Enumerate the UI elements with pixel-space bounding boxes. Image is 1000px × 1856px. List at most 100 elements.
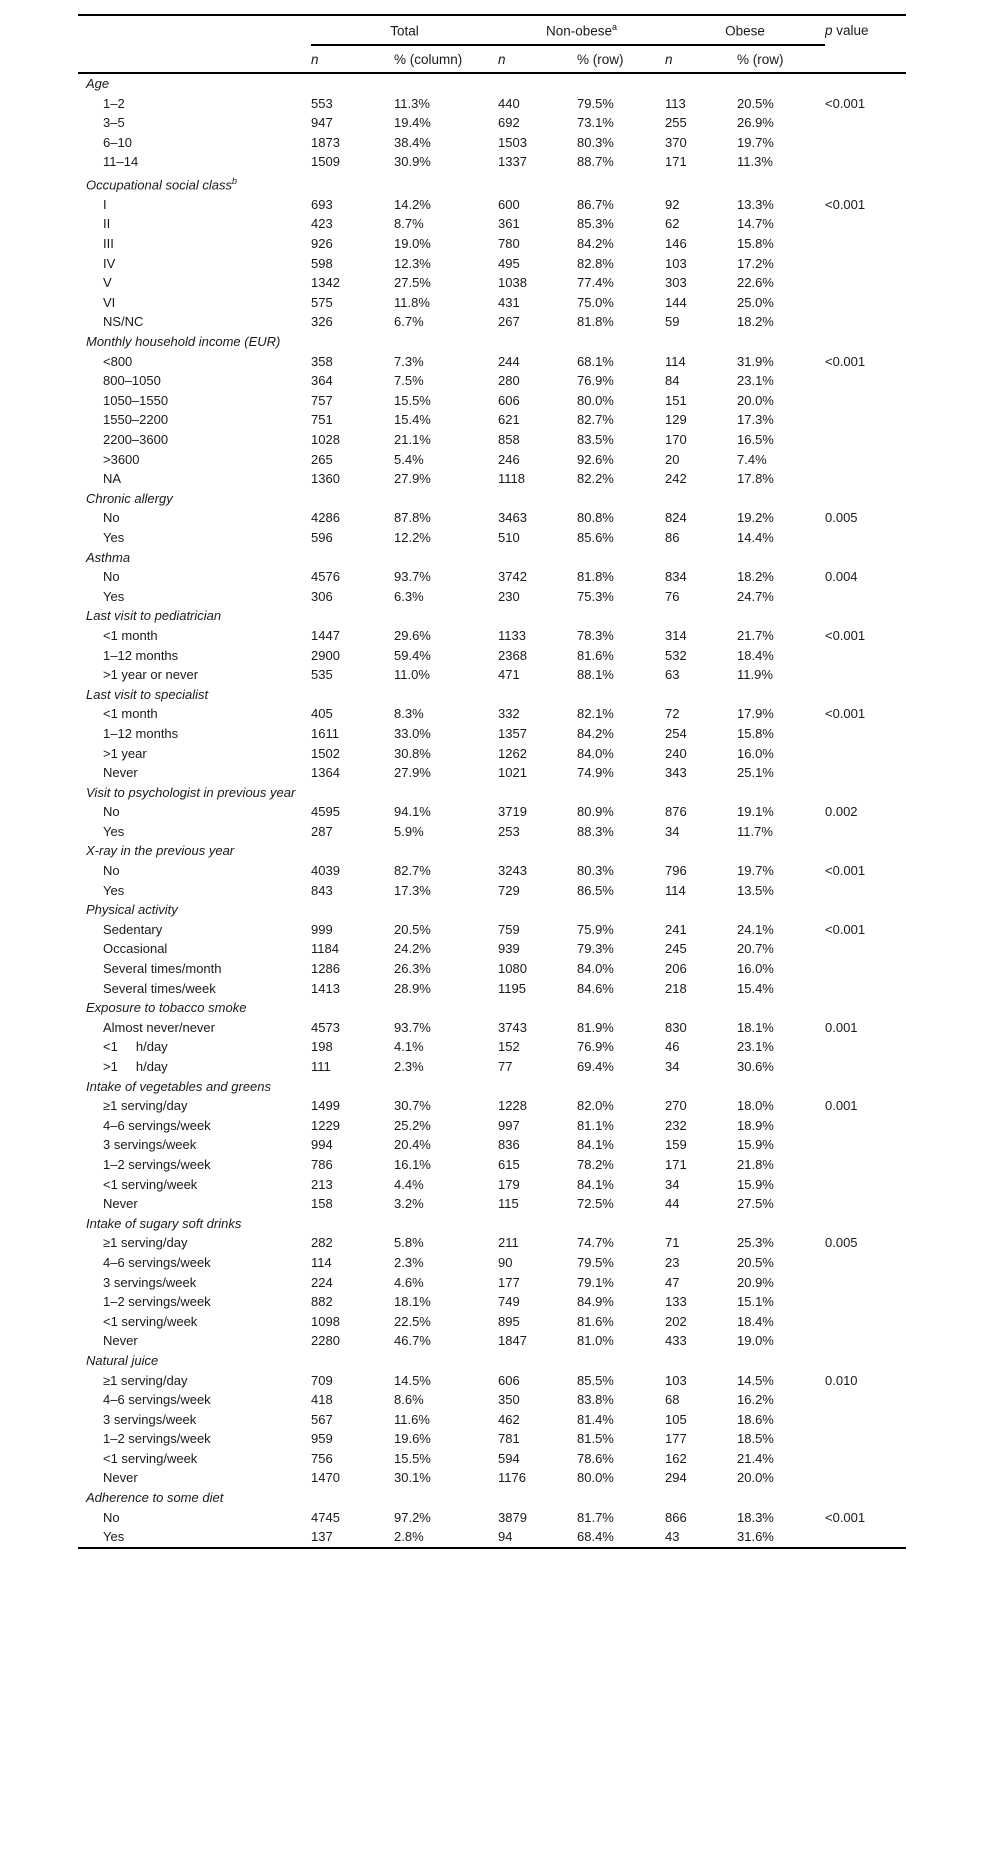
p-value-cell [825,881,906,901]
group-label-total: Total [390,23,419,39]
data-row: 1–2 servings/week 786 16.1% 615 78.2% 171 21.8… [78,1155,906,1175]
row-label-cell: II [103,216,111,232]
nonobese-pct-cell: 76.9% [577,1039,614,1055]
nonobese-pct-cell: 79.5% [577,1254,614,1270]
p-value-cell [825,293,906,313]
nonobese-pct-cell: 86.5% [577,882,614,898]
nonobese-pct-cell: 88.7% [577,154,614,170]
total-pct-cell: 93.7% [394,1019,431,1035]
nonobese-pct-cell: 81.7% [577,1509,614,1525]
row-label-cell: NA [103,471,122,487]
row-label-cell: IV [103,255,116,271]
data-row: ≥1 serving/day 1499 30.7% 1228 82.0% 270 18.0%… [78,1096,906,1116]
total-pct-cell: 22.5% [394,1313,431,1329]
nonobese-pct-cell: 81.8% [577,569,614,585]
data-row: No 4576 93.7% 3742 81.8% 834 18.2% 0.004 [78,567,906,587]
data-row: Never 2280 46.7% 1847 81.0% 433 19.0% [78,1331,906,1351]
obese-n-cell: 46 [665,1039,680,1055]
p-value-cell [825,1429,906,1449]
nonobese-n-cell: 90 [498,1254,513,1270]
total-n-cell: 1873 [311,134,340,150]
nonobese-pct-cell: 73.1% [577,115,614,131]
obese-n-cell: 834 [665,569,687,585]
obese-pct-cell: 16.0% [737,961,774,977]
obese-pct-cell: 17.9% [737,706,774,722]
row-label-cell: 6–10 [103,134,132,150]
p-value-cell [825,959,906,979]
p-value-cell: <0.001 [825,196,866,212]
total-n-cell: 4286 [311,510,340,526]
nonobese-n-cell: 1133 [498,627,526,643]
sub-header-row: n % (column) n % (row) n % (row) [78,45,906,74]
total-n-cell: 4595 [311,804,340,820]
row-label-cell: 2200–3600 [103,432,169,448]
obese-n-cell: 71 [665,1235,680,1251]
obese-pct-cell: 31.9% [737,353,774,369]
obese-pct-cell: 16.5% [737,432,774,448]
nonobese-n-cell: 836 [498,1137,520,1153]
nonobese-n-cell: 230 [498,588,520,604]
row-label-cell: 1–2 [103,95,125,111]
nonobese-pct-cell: 84.6% [577,980,614,996]
data-row: ≥1 serving/day 282 5.8% 211 74.7% 71 25.3% 0.00… [78,1233,906,1253]
section-title: Asthma [86,549,131,565]
p-value-cell [825,1175,906,1195]
obese-pct-cell: 20.5% [737,95,774,111]
total-n-cell: 423 [311,216,333,232]
nonobese-n-cell: 781 [498,1431,520,1447]
obese-n-cell: 144 [665,294,687,310]
total-n-cell: 1447 [311,627,340,643]
obese-n-cell: 44 [665,1196,680,1212]
nonobese-n-cell: 431 [498,294,520,310]
obese-n-cell: 241 [665,921,687,937]
row-label-cell: Sedentary [103,921,163,937]
obese-pct-cell: 14.5% [737,1372,774,1388]
obese-pct-cell: 15.9% [737,1137,774,1153]
total-pct-cell: 2.8% [394,1529,424,1545]
row-label-cell: Never [103,1470,138,1486]
total-n-cell: 947 [311,115,333,131]
total-n-cell: 224 [311,1274,333,1290]
row-label-cell: Never [103,765,138,781]
obese-n-cell: 532 [665,647,687,663]
total-n-cell: 287 [311,823,333,839]
total-n-cell: 553 [311,95,333,111]
row-label-cell: 1–12 months [103,647,179,663]
nonobese-pct-cell: 78.2% [577,1156,614,1172]
obese-n-cell: 59 [665,314,680,330]
nonobese-pct-cell: 81.4% [577,1411,614,1427]
obese-n-cell: 876 [665,804,687,820]
total-n-cell: 1286 [311,961,340,977]
section-title: Age [86,76,110,91]
data-row: <1 month 405 8.3% 332 82.1% 72 17.9% <0.001 [78,704,906,724]
row-label-cell: Several times/week [103,980,216,996]
total-pct-cell: 24.2% [394,941,431,957]
data-row: 800–1050 364 7.5% 280 76.9% 84 23.1% [78,371,906,391]
section-row: Natural juice [78,1351,906,1371]
obese-n-cell: 796 [665,863,687,879]
data-row: >1 year 1502 30.8% 1262 84.0% 240 16.0% [78,744,906,764]
total-n-cell: 114 [311,1254,332,1270]
obese-pct-cell: 27.5% [737,1196,774,1212]
obese-pct-cell: 18.2% [737,569,774,585]
obese-n-cell: 218 [665,980,687,996]
total-pct-cell: 2.3% [394,1059,424,1075]
nonobese-n-cell: 1337 [498,154,527,170]
obese-n-cell: 34 [665,823,680,839]
row-label-cell: No [103,863,120,879]
data-row: No 4286 87.8% 3463 80.8% 824 19.2% 0.005 [78,508,906,528]
row-label-cell: VI [103,294,116,310]
row-label-cell: >1 h/day [103,1059,168,1075]
total-pct-cell: 16.1% [394,1156,431,1172]
total-pct-cell: 19.0% [394,236,431,252]
total-n-cell: 158 [311,1196,333,1212]
row-label-cell: 3 servings/week [103,1411,197,1427]
total-pct-cell: 12.3% [394,255,431,271]
obese-n-cell: 92 [665,196,680,212]
obese-n-cell: 105 [665,1411,687,1427]
section-title: Chronic allergy [86,490,173,506]
nonobese-n-cell: 440 [498,95,520,111]
obese-pct-cell: 7.4% [737,451,767,467]
obese-pct-cell: 21.8% [737,1156,774,1172]
p-value-cell: 0.010 [825,1372,858,1388]
